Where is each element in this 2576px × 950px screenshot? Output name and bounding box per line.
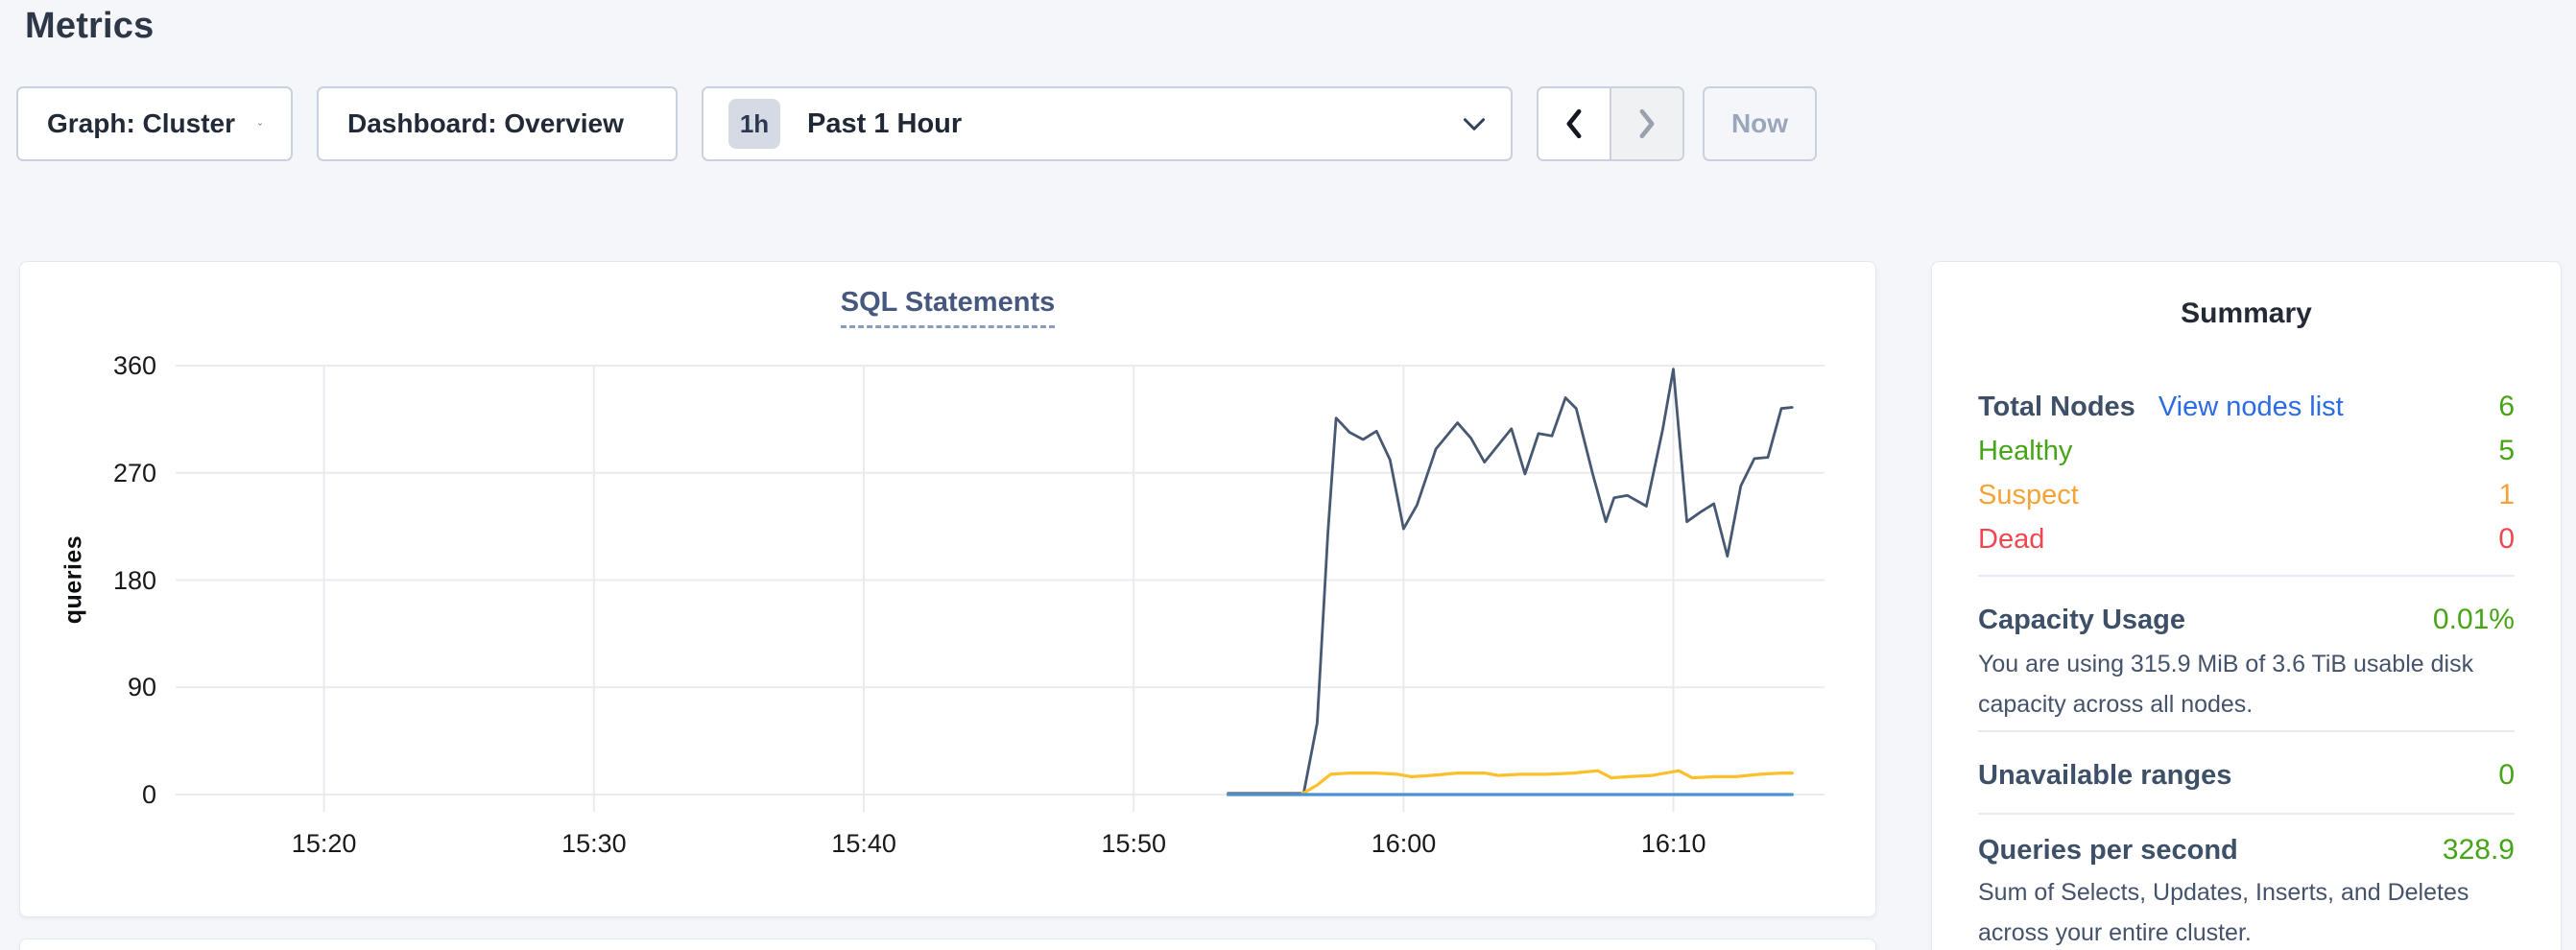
healthy-label: Healthy (1978, 436, 2073, 466)
chevron-down-icon (258, 122, 262, 126)
page-title: Metrics (25, 6, 155, 46)
suspect-label: Suspect (1978, 480, 2079, 511)
dead-label: Dead (1978, 524, 2045, 555)
line-chart (176, 365, 1825, 812)
healthy-nodes-row: Healthy 5 (1978, 429, 2515, 473)
chart-title[interactable]: SQL Statements (840, 287, 1056, 328)
total-nodes-row: Total Nodes View nodes list 6 (1978, 385, 2515, 429)
capacity-usage-row: Capacity Usage 0.01% (1978, 602, 2515, 638)
x-tick: 15:30 (561, 829, 627, 858)
x-tick: 15:20 (291, 829, 357, 858)
time-range-label: Past 1 Hour (807, 107, 963, 139)
dashboard-dropdown-label: Dashboard: Overview (347, 108, 624, 138)
unavailable-ranges-value: 0 (2498, 759, 2515, 791)
queries-per-second-description: Sum of Selects, Updates, Inserts, and De… (1978, 879, 2469, 946)
queries-per-second-row: Queries per second 328.9 (1978, 832, 2515, 868)
capacity-usage-value: 0.01% (2432, 604, 2515, 635)
sql-statements-chart-card: SQL Statements queries 360 270 180 90 0 … (19, 261, 1876, 917)
dead-value: 0 (2498, 523, 2515, 555)
suspect-nodes-row: Suspect 1 (1978, 473, 2515, 517)
y-tick: 360 (112, 351, 156, 380)
total-nodes-label: Total Nodes (1978, 392, 2135, 422)
chevron-left-icon (1566, 108, 1582, 139)
divider (1978, 730, 2515, 732)
time-prev-button[interactable] (1538, 88, 1610, 159)
unavailable-ranges-row: Unavailable ranges 0 (1978, 757, 2515, 794)
summary-panel: Summary Total Nodes View nodes list 6 He… (1931, 261, 2562, 950)
x-tick: 15:40 (831, 829, 896, 858)
graph-dropdown[interactable]: Graph: Cluster (16, 86, 293, 161)
x-tick: 16:00 (1371, 829, 1437, 858)
x-tick: 15:50 (1101, 829, 1167, 858)
now-button[interactable]: Now (1703, 86, 1817, 161)
dashboard-dropdown[interactable]: Dashboard: Overview (317, 86, 678, 161)
suspect-value: 1 (2498, 479, 2515, 511)
y-tick: 0 (141, 780, 156, 809)
time-range-badge: 1h (728, 99, 780, 149)
divider (1978, 813, 2515, 815)
unavailable-ranges-label: Unavailable ranges (1978, 760, 2232, 791)
summary-title: Summary (2181, 297, 2312, 329)
queries-per-second-label: Queries per second (1978, 835, 2238, 866)
total-nodes-value: 6 (2498, 391, 2515, 422)
chart-title-wrap: SQL Statements (20, 287, 1875, 328)
time-range-selector[interactable]: 1h Past 1 Hour (702, 86, 1513, 161)
view-nodes-list-link[interactable]: View nodes list (2158, 392, 2344, 422)
dead-nodes-row: Dead 0 (1978, 517, 2515, 561)
time-next-button[interactable] (1610, 88, 1682, 159)
graph-dropdown-label: Graph: Cluster (47, 108, 236, 138)
time-window-nav (1537, 86, 1684, 161)
next-chart-card (19, 938, 1876, 950)
divider (1978, 575, 2515, 577)
capacity-usage-label: Capacity Usage (1978, 605, 2185, 635)
chevron-down-icon (1463, 117, 1486, 131)
x-tick: 16:10 (1640, 829, 1706, 858)
nodes-section: Total Nodes View nodes list 6 Healthy 5 … (1978, 385, 2515, 561)
healthy-value: 5 (2498, 435, 2515, 466)
y-tick: 90 (127, 673, 156, 702)
capacity-usage-description: You are using 315.9 MiB of 3.6 TiB usabl… (1978, 651, 2474, 718)
queries-per-second-value: 328.9 (2442, 834, 2515, 866)
y-tick: 180 (112, 565, 156, 595)
chevron-right-icon (1639, 108, 1655, 139)
y-tick: 270 (112, 458, 156, 487)
